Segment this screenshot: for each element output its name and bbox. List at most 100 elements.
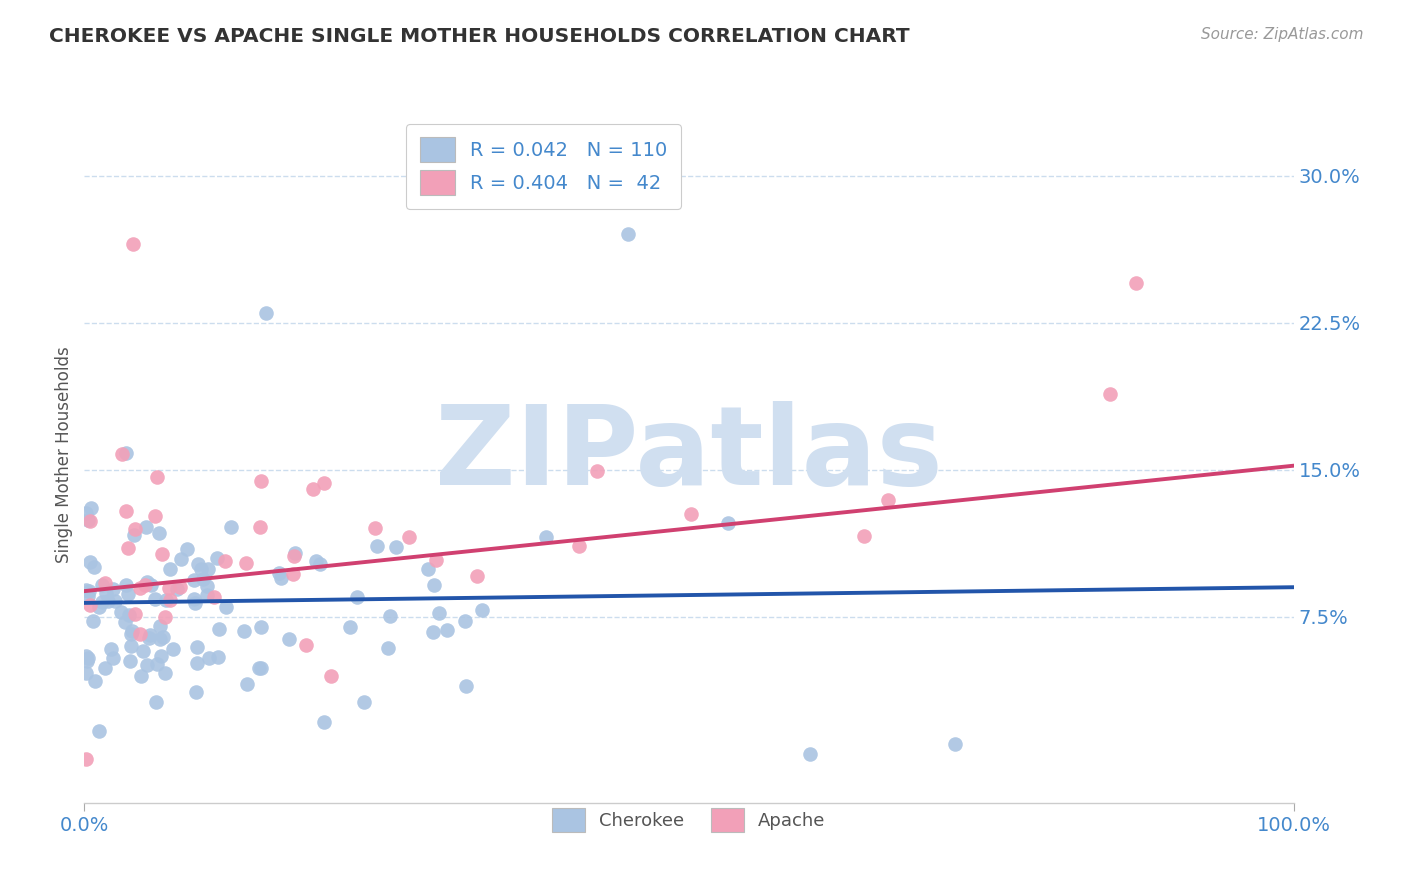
Point: [202, 591, 225, 605]
Point: [191, 572, 214, 586]
Point: [79, 514, 101, 528]
Point: [143, 591, 166, 606]
Point: [77, 583, 100, 598]
Point: [153, 665, 176, 680]
Point: [1125, 277, 1147, 291]
Point: [80, 501, 103, 516]
Point: [121, 624, 143, 638]
Point: [295, 638, 318, 652]
Point: [155, 592, 177, 607]
Point: [314, 714, 336, 729]
Point: [148, 618, 170, 632]
Point: [91, 578, 114, 592]
Point: [190, 562, 212, 576]
Point: [281, 566, 304, 581]
Point: [416, 562, 439, 576]
Point: [568, 539, 591, 553]
Point: [139, 627, 162, 641]
Point: [283, 549, 305, 564]
Point: [195, 579, 218, 593]
Point: [136, 657, 159, 672]
Point: [321, 669, 343, 683]
Point: [364, 520, 387, 534]
Point: [136, 574, 159, 589]
Point: [249, 661, 271, 675]
Point: [148, 525, 170, 540]
Legend: Cherokee, Apache: Cherokee, Apache: [541, 797, 837, 842]
Point: [205, 550, 228, 565]
Point: [100, 641, 122, 656]
Point: [422, 625, 444, 640]
Point: [150, 547, 173, 561]
Point: [76, 513, 98, 527]
Point: [101, 651, 124, 665]
Point: [366, 539, 388, 553]
Point: [162, 642, 184, 657]
Point: [169, 581, 191, 595]
Text: Source: ZipAtlas.com: Source: ZipAtlas.com: [1201, 27, 1364, 42]
Point: [121, 237, 143, 252]
Point: [135, 520, 157, 534]
Point: [465, 568, 488, 582]
Text: CHEROKEE VS APACHE SINGLE MOTHER HOUSEHOLDS CORRELATION CHART: CHEROKEE VS APACHE SINGLE MOTHER HOUSEHO…: [49, 27, 910, 45]
Point: [79, 555, 101, 569]
Point: [101, 582, 124, 596]
Point: [89, 599, 111, 614]
Point: [247, 660, 270, 674]
Point: [145, 695, 167, 709]
Point: [214, 600, 236, 615]
Point: [122, 528, 145, 542]
Point: [124, 522, 146, 536]
Point: [93, 576, 115, 591]
Point: [146, 469, 169, 483]
Point: [166, 582, 188, 596]
Point: [308, 557, 330, 571]
Point: [378, 609, 401, 624]
Point: [134, 578, 156, 592]
Point: [385, 540, 408, 554]
Point: [853, 529, 876, 543]
Point: [876, 493, 898, 508]
Point: [219, 520, 242, 534]
Point: [427, 606, 450, 620]
Point: [270, 571, 292, 585]
Point: [186, 684, 208, 698]
Point: [75, 665, 97, 680]
Point: [269, 566, 291, 580]
Point: [197, 561, 219, 575]
Point: [214, 554, 236, 568]
Y-axis label: Single Mother Households: Single Mother Households: [55, 347, 73, 563]
Point: [79, 598, 101, 612]
Point: [117, 541, 139, 555]
Point: [143, 509, 166, 524]
Point: [115, 578, 138, 592]
Point: [187, 557, 209, 571]
Point: [82, 615, 104, 629]
Point: [425, 553, 447, 567]
Point: [115, 504, 138, 518]
Text: ZIPatlas: ZIPatlas: [434, 401, 943, 508]
Point: [97, 593, 120, 607]
Point: [149, 632, 172, 647]
Point: [534, 529, 557, 543]
Point: [157, 581, 180, 595]
Point: [278, 632, 301, 646]
Point: [186, 640, 208, 655]
Point: [93, 661, 115, 675]
Point: [176, 541, 198, 556]
Point: [75, 506, 97, 520]
Point: [120, 627, 142, 641]
Point: [353, 695, 375, 709]
Point: [75, 649, 97, 664]
Point: [436, 623, 458, 637]
Point: [76, 654, 98, 668]
Point: [110, 605, 132, 619]
Point: [111, 447, 134, 461]
Point: [129, 669, 152, 683]
Point: [84, 673, 107, 688]
Point: [118, 654, 141, 668]
Point: [132, 644, 155, 658]
Point: [184, 596, 207, 610]
Point: [312, 476, 335, 491]
Point: [339, 620, 361, 634]
